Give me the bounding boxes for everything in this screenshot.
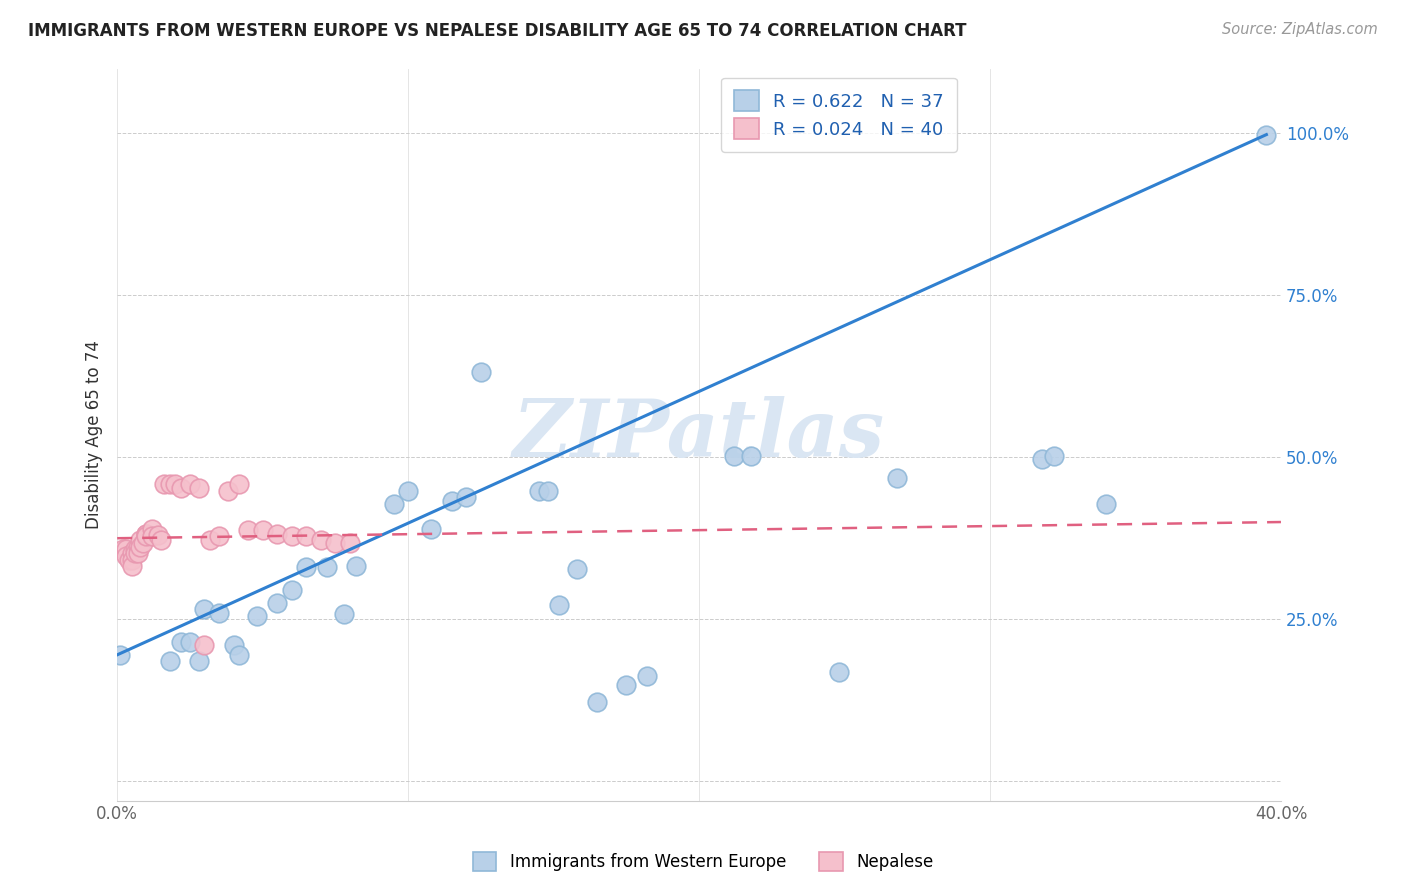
Point [179, 477, 201, 491]
Point [295, 529, 318, 543]
Point [1031, 451, 1053, 466]
Point [236, 523, 259, 537]
Point [152, 477, 174, 491]
Point [228, 477, 250, 491]
Point [115, 542, 138, 557]
Point [222, 638, 245, 652]
Point [281, 529, 304, 543]
Point [111, 542, 134, 557]
Point [217, 483, 239, 498]
Point [187, 654, 209, 668]
Point [325, 535, 347, 549]
Point [135, 526, 157, 541]
Legend: Immigrants from Western Europe, Nepalese: Immigrants from Western Europe, Nepalese [464, 843, 942, 880]
Legend: R = 0.622   N = 37, R = 0.024   N = 40: R = 0.622 N = 37, R = 0.024 N = 40 [721, 78, 956, 152]
Point [208, 529, 231, 543]
Point [344, 559, 367, 574]
Point [193, 602, 215, 616]
Text: Source: ZipAtlas.com: Source: ZipAtlas.com [1222, 22, 1378, 37]
Point [266, 596, 288, 610]
Point [309, 533, 332, 548]
Point [179, 635, 201, 649]
Point [135, 526, 157, 541]
Point [159, 477, 181, 491]
Point [1256, 128, 1278, 142]
Point [252, 523, 274, 537]
Point [149, 533, 172, 548]
Point [135, 529, 157, 543]
Point [228, 648, 250, 662]
Point [420, 522, 443, 536]
Point [141, 529, 163, 543]
Point [108, 648, 131, 662]
Point [132, 535, 155, 549]
Point [127, 546, 149, 560]
Y-axis label: Disability Age 65 to 74: Disability Age 65 to 74 [86, 340, 103, 529]
Text: IMMIGRANTS FROM WESTERN EUROPE VS NEPALESE DISABILITY AGE 65 TO 74 CORRELATION C: IMMIGRANTS FROM WESTERN EUROPE VS NEPALE… [28, 22, 966, 40]
Point [141, 522, 163, 536]
Point [723, 449, 745, 463]
Point [740, 449, 762, 463]
Point [129, 540, 152, 554]
Point [146, 528, 169, 542]
Point [129, 533, 152, 548]
Point [527, 483, 550, 498]
Point [165, 477, 187, 491]
Point [159, 654, 181, 668]
Point [281, 583, 304, 598]
Point [614, 678, 637, 692]
Point [208, 606, 231, 620]
Point [193, 638, 215, 652]
Point [127, 540, 149, 554]
Point [170, 481, 193, 495]
Point [565, 562, 588, 576]
Point [396, 483, 419, 498]
Point [333, 607, 356, 621]
Point [170, 635, 193, 649]
Point [200, 533, 222, 548]
Point [636, 669, 658, 683]
Point [1043, 449, 1066, 463]
Point [440, 494, 463, 508]
Point [246, 609, 269, 624]
Point [266, 526, 288, 541]
Point [295, 560, 318, 574]
Point [537, 483, 560, 498]
Point [382, 497, 405, 511]
Point [121, 546, 143, 560]
Point [828, 665, 851, 680]
Point [470, 365, 492, 379]
Point [118, 552, 141, 566]
Point [187, 481, 209, 495]
Point [586, 695, 609, 709]
Point [886, 471, 908, 485]
Point [124, 542, 146, 557]
Point [124, 546, 146, 560]
Point [121, 552, 143, 566]
Text: ZIPatlas: ZIPatlas [513, 396, 886, 474]
Point [315, 560, 337, 574]
Point [548, 598, 571, 612]
Point [115, 549, 138, 563]
Point [121, 559, 143, 574]
Point [339, 535, 361, 549]
Point [456, 491, 478, 505]
Point [1095, 497, 1118, 511]
